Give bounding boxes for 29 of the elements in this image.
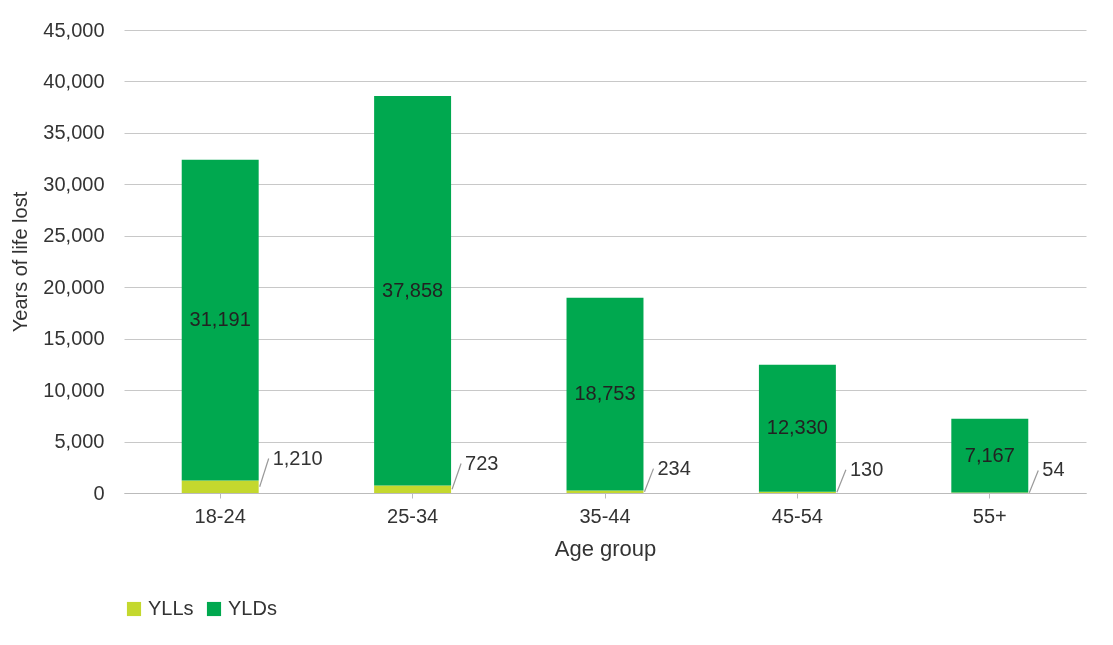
legend-label: YLDs [228, 597, 277, 619]
x-axis-title: Age group [554, 535, 657, 561]
y-tick-label: 20,000 [43, 275, 105, 298]
data-label: 723 [465, 451, 499, 474]
data-label: 130 [849, 457, 884, 480]
x-tick-label: 55+ [972, 504, 1007, 527]
data-label: 18,753 [574, 382, 636, 405]
y-tick-label: 45,000 [43, 18, 105, 41]
legend-label: YLLs [148, 597, 194, 619]
y-tick-label: 0 [93, 481, 105, 504]
x-tick-label: 45-54 [771, 504, 823, 527]
data-label: 31,191 [189, 308, 251, 331]
data-label: 12,330 [766, 416, 828, 439]
x-tick-label: 25-34 [387, 504, 439, 527]
data-label: 54 [1042, 458, 1065, 481]
x-tick-label: 35-44 [579, 504, 631, 527]
y-tick-label: 15,000 [43, 327, 105, 350]
y-tick-label: 5,000 [54, 430, 105, 453]
data-label: 234 [657, 456, 691, 479]
y-tick-label: 30,000 [43, 172, 105, 195]
y-tick-label: 10,000 [43, 378, 105, 401]
data-label: 1,210 [272, 446, 323, 469]
y-tick-label: 25,000 [43, 224, 105, 247]
x-tick-label: 18-24 [194, 504, 246, 527]
y-tick-label: 35,000 [43, 121, 105, 144]
y-tick-label: 40,000 [43, 69, 105, 92]
data-label: 7,167 [964, 443, 1015, 466]
y-axis-title: Years of life lost [9, 191, 32, 333]
data-label: 37,858 [382, 278, 444, 301]
